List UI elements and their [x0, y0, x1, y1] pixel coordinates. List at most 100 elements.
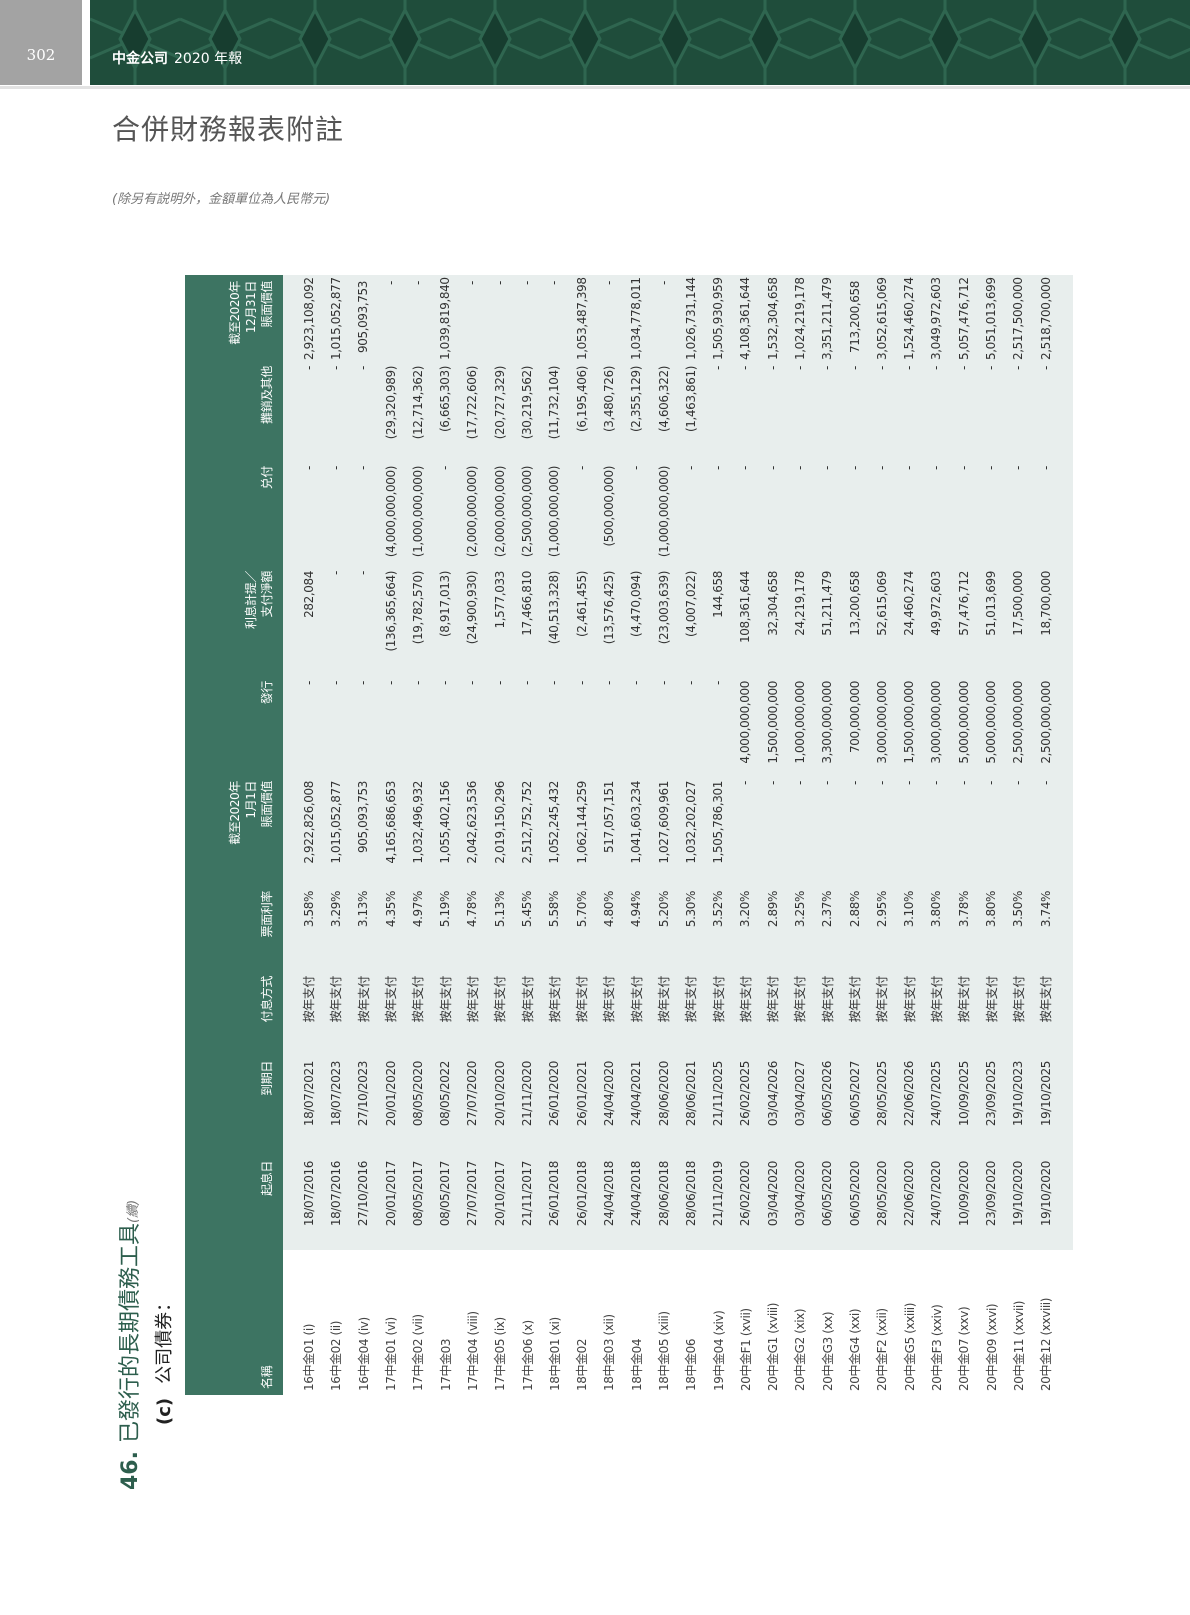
spacer-cell	[1059, 360, 1074, 460]
cell-opening-value: -	[1032, 775, 1060, 885]
cell-maturity-date: 20/10/2020	[486, 1055, 514, 1155]
table-row: 20中金G3 (xx) 06/05/2020 06/05/2026 按年支付 2.37%…	[813, 275, 841, 1395]
cell-issuance: -	[513, 675, 541, 775]
cell-closing-value: 1,524,460,274	[895, 275, 923, 360]
cell-opening-value: -	[977, 775, 1005, 885]
cell-amortisation: -	[922, 360, 951, 460]
cell-opening-value: 1,015,052,877	[322, 775, 350, 885]
cell-opening-value: 1,052,245,432	[540, 775, 568, 885]
cell-opening-value: -	[813, 775, 841, 885]
cell-start-date: 08/05/2017	[404, 1155, 432, 1250]
column-header-line: 發行	[260, 681, 274, 705]
cell-redemption: -	[813, 460, 841, 565]
table-row: 19中金04 (xiv) 21/11/2019 21/11/2025 按年支付 3.52…	[704, 275, 732, 1395]
cell-interest-net: (40,513,328)	[540, 565, 568, 675]
cell-issuance: 3,000,000,000	[922, 675, 951, 775]
cell-redemption: (2,500,000,000)	[513, 460, 541, 565]
cell-closing-value: -	[595, 275, 623, 360]
cell-closing-value: 3,351,211,479	[813, 275, 841, 360]
cell-coupon-rate: 3.10%	[895, 885, 923, 970]
cell-interest-net: (8,917,013)	[431, 565, 459, 675]
cell-interest-net: 51,013,699	[977, 565, 1005, 675]
cell-closing-value: 713,200,658	[840, 275, 869, 360]
cell-interest-method: 按年支付	[704, 970, 732, 1055]
cell-issuance: -	[622, 675, 650, 775]
cell-closing-value: 1,034,778,011	[622, 275, 650, 360]
cell-coupon-rate: 2.88%	[840, 885, 869, 970]
cell-redemption: -	[349, 460, 377, 565]
cell-redemption: (500,000,000)	[595, 460, 623, 565]
cell-coupon-rate: 4.94%	[622, 885, 650, 970]
cell-interest-net: 32,304,658	[759, 565, 787, 675]
cell-interest-net: (136,365,664)	[376, 565, 405, 675]
cell-issuance: -	[458, 675, 487, 775]
column-header-interest-method: 付息方式	[185, 970, 283, 1055]
spacer-cell	[1059, 565, 1074, 675]
cell-coupon-rate: 5.13%	[486, 885, 514, 970]
cell-start-date: 23/09/2020	[977, 1155, 1005, 1250]
cell-redemption: -	[840, 460, 869, 565]
cell-interest-method: 按年支付	[922, 970, 951, 1055]
cell-issuance: -	[376, 675, 405, 775]
cell-amortisation: (2,355,129)	[622, 360, 650, 460]
cell-name: 20中金G3 (xx)	[813, 1250, 841, 1395]
cell-amortisation: (3,480,726)	[595, 360, 623, 460]
spacer-cell	[1059, 1155, 1074, 1250]
cell-amortisation: (29,320,989)	[376, 360, 405, 460]
cell-issuance: 1,000,000,000	[786, 675, 814, 775]
cell-amortisation: -	[322, 360, 350, 460]
cell-opening-value: 905,093,753	[349, 775, 377, 885]
cell-interest-net: 18,700,000	[1032, 565, 1060, 675]
cell-opening-value: 1,032,202,027	[677, 775, 705, 885]
cell-interest-method: 按年支付	[677, 970, 705, 1055]
table-row: 18中金02 26/01/2018 26/01/2021 按年支付 5.70% 1,062…	[567, 275, 596, 1395]
cell-coupon-rate: 4.80%	[595, 885, 623, 970]
cell-amortisation: (30,219,562)	[513, 360, 541, 460]
section-title: 已發行的長期債務工具	[118, 1223, 143, 1444]
cell-name: 16中金02 (ii)	[322, 1250, 350, 1395]
cell-start-date: 21/11/2017	[513, 1155, 541, 1250]
cell-interest-net: (24,900,930)	[458, 565, 487, 675]
subsection-title: 公司債券：	[154, 1293, 175, 1384]
cell-interest-method: 按年支付	[731, 970, 760, 1055]
cell-maturity-date: 23/09/2025	[977, 1055, 1005, 1155]
cell-maturity-date: 26/01/2021	[567, 1055, 596, 1155]
cell-name: 17中金03	[431, 1250, 459, 1395]
cell-issuance: -	[595, 675, 623, 775]
cell-maturity-date: 20/01/2020	[376, 1055, 405, 1155]
cell-interest-method: 按年支付	[376, 970, 405, 1055]
column-header-line: 名稱	[260, 1365, 274, 1389]
cell-issuance: 2,500,000,000	[1032, 675, 1060, 775]
cell-issuance: 3,000,000,000	[868, 675, 896, 775]
cell-opening-value: 1,027,609,961	[649, 775, 678, 885]
cell-maturity-date: 06/05/2027	[840, 1055, 869, 1155]
cell-closing-value: 3,049,972,603	[922, 275, 951, 360]
cell-amortisation: (12,714,362)	[404, 360, 432, 460]
cell-interest-net: 144,658	[704, 565, 732, 675]
column-header-line: 賬面價值	[260, 281, 274, 328]
cell-interest-method: 按年支付	[840, 970, 869, 1055]
cell-amortisation: -	[759, 360, 787, 460]
column-header-line: 攤銷及其他	[260, 366, 274, 425]
cell-interest-method: 按年支付	[513, 970, 541, 1055]
cell-opening-value: 2,512,752,752	[513, 775, 541, 885]
cell-maturity-date: 03/04/2027	[786, 1055, 814, 1155]
cell-closing-value: -	[513, 275, 541, 360]
corporate-bonds-table: 名稱 起息日 到期日 付息方式 票面利率 截至2020年 1月1日 賬面價值 發行 利息計提／ 支付…	[185, 275, 1074, 1395]
cell-coupon-rate: 3.74%	[1032, 885, 1060, 970]
cell-coupon-rate: 5.19%	[431, 885, 459, 970]
cell-closing-value: -	[458, 275, 487, 360]
cell-maturity-date: 18/07/2021	[295, 1055, 323, 1155]
cell-issuance: -	[704, 675, 732, 775]
cell-start-date: 18/07/2016	[295, 1155, 323, 1250]
cell-closing-value: 1,505,930,959	[704, 275, 732, 360]
cell-coupon-rate: 3.29%	[322, 885, 350, 970]
cell-amortisation: (11,732,104)	[540, 360, 568, 460]
cell-coupon-rate: 5.45%	[513, 885, 541, 970]
cell-issuance: 1,500,000,000	[895, 675, 923, 775]
cell-closing-value: 5,057,476,712	[950, 275, 978, 360]
table-row: 18中金03 (xii) 24/04/2018 24/04/2020 按年支付 4.80…	[595, 275, 623, 1395]
spacer-cell	[1059, 1250, 1074, 1395]
column-header-line: 付息方式	[260, 976, 274, 1023]
cell-amortisation: (20,727,329)	[486, 360, 514, 460]
